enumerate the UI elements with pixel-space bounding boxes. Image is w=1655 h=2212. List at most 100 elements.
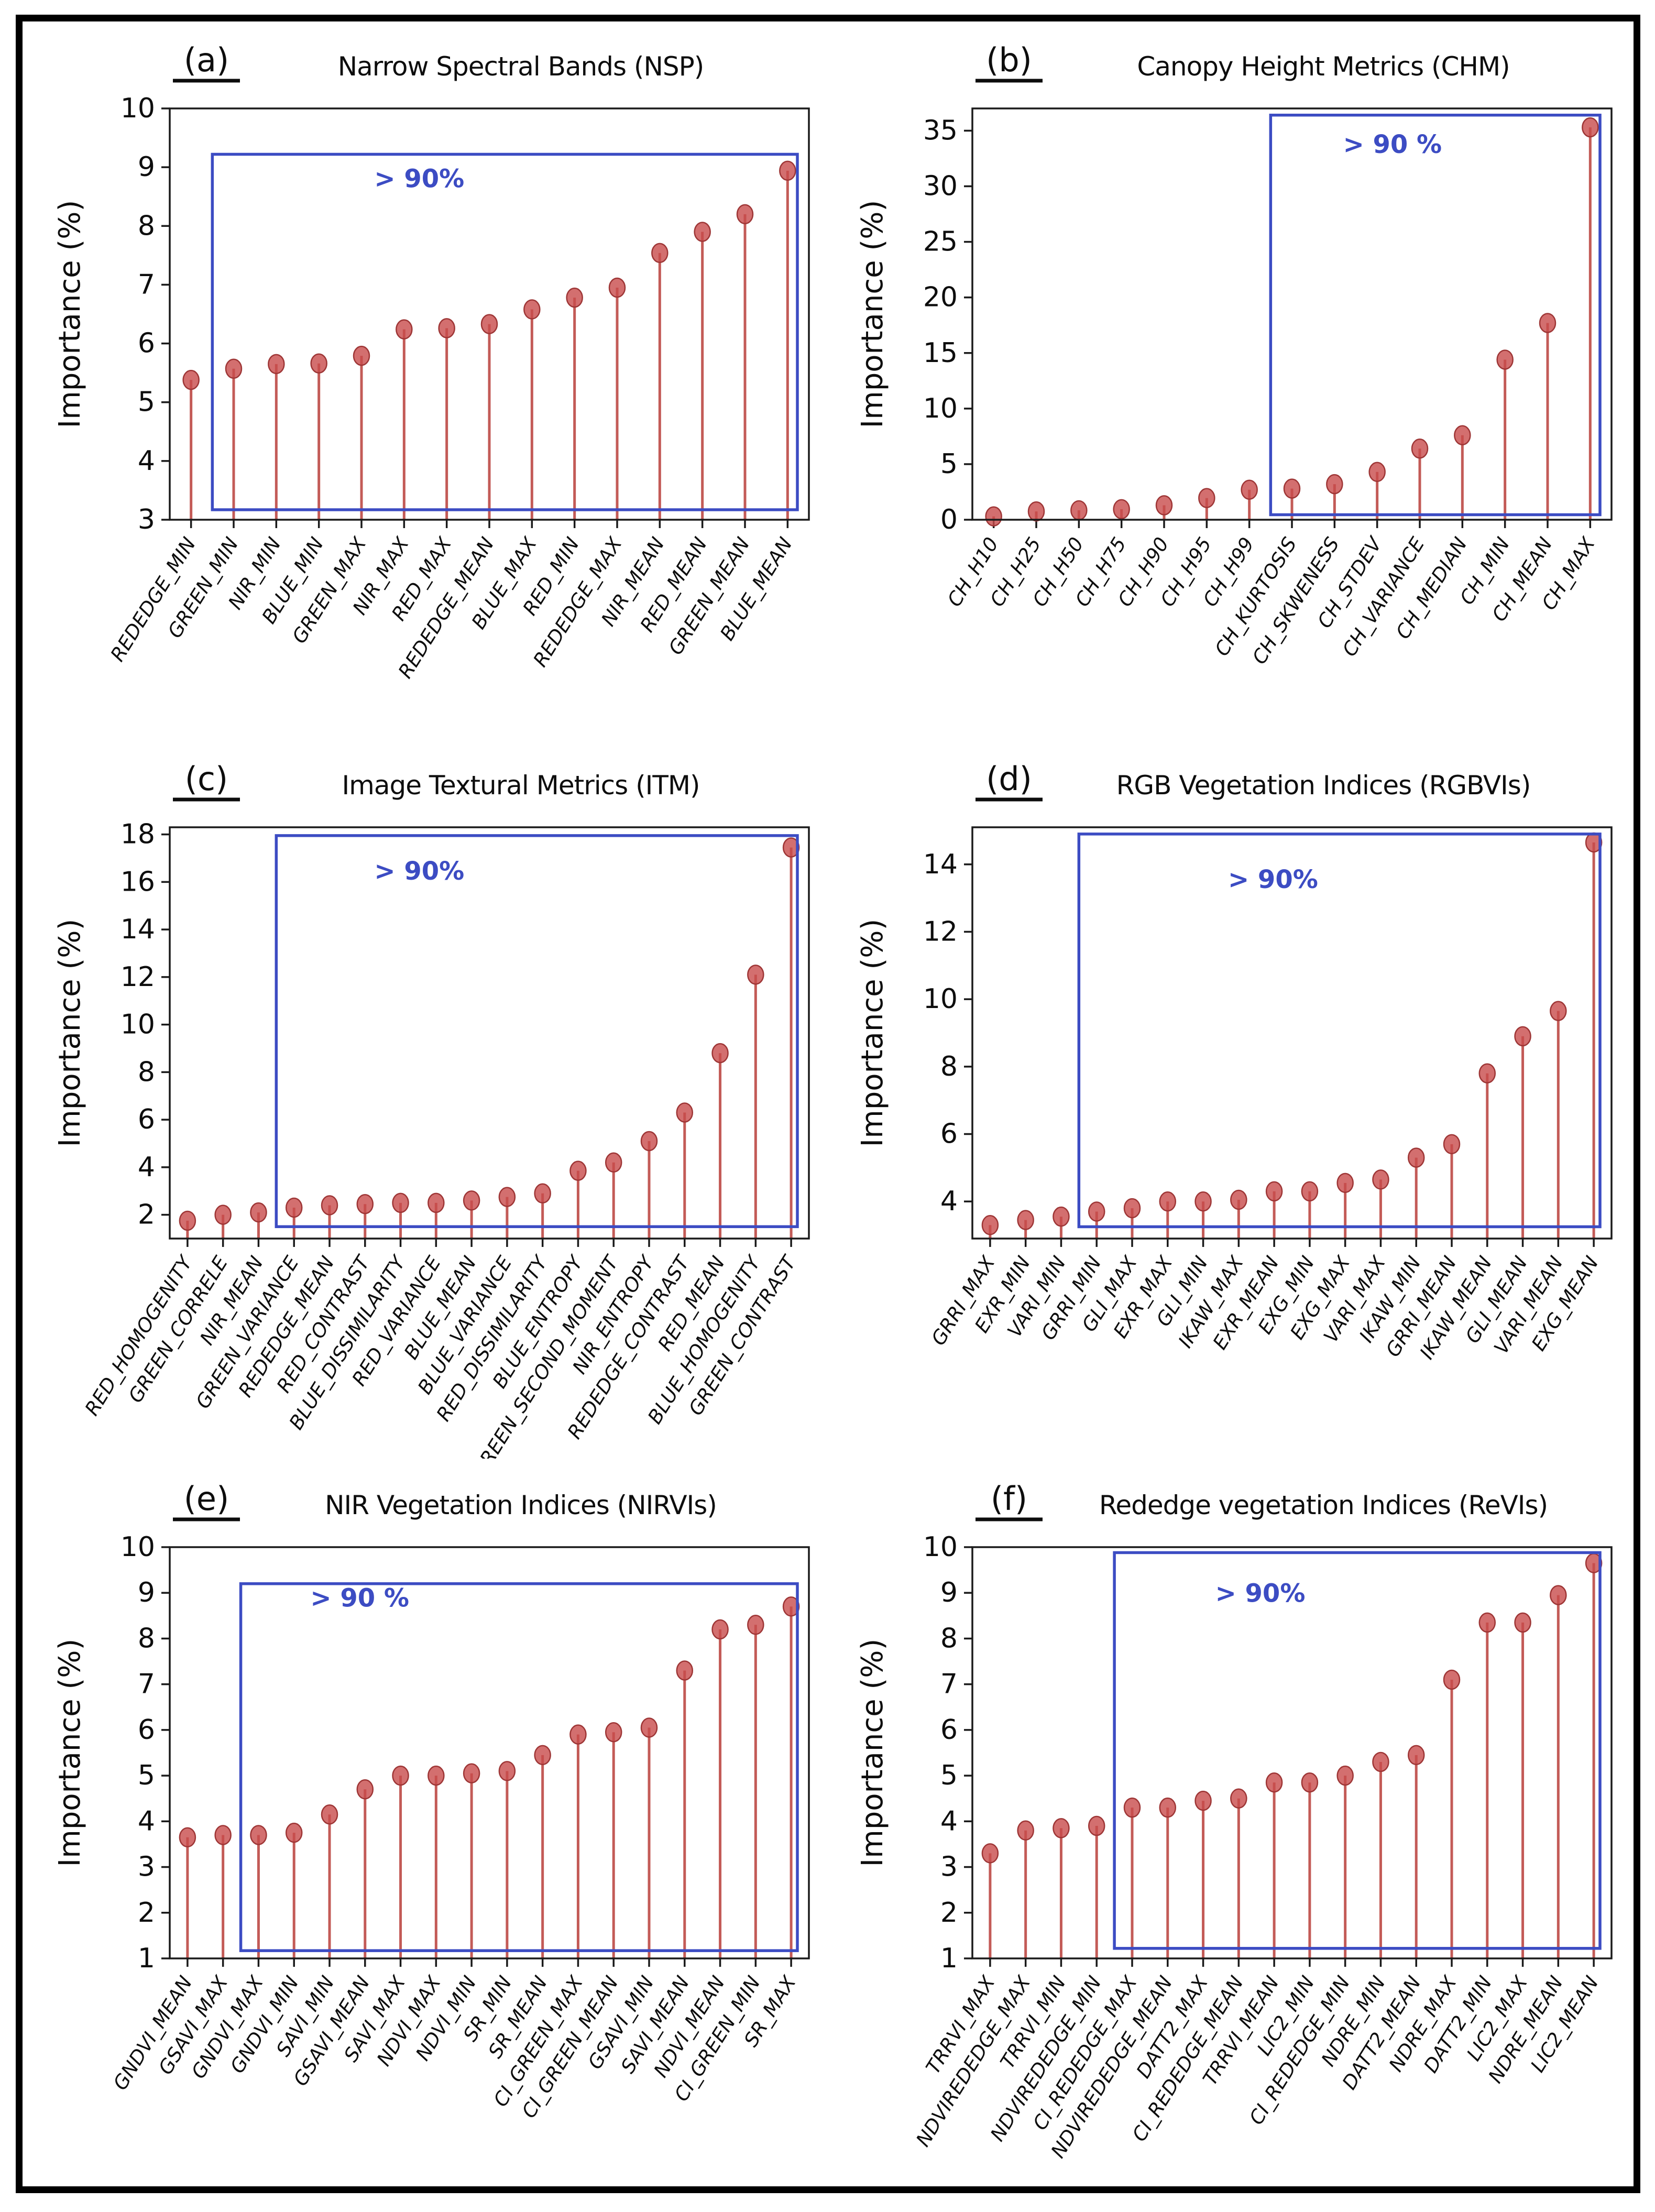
data-point [1514, 1612, 1531, 1633]
data-point [1230, 1189, 1247, 1210]
data-point [1514, 1026, 1531, 1047]
y-axis-ticks: 1 2 3 4 5 6 7 8 9 10 [120, 1531, 170, 1974]
y-tick-label: 4 [138, 1152, 155, 1183]
data-point [1301, 1772, 1319, 1793]
data-point [1336, 1173, 1354, 1193]
data-point [1301, 1181, 1319, 1202]
y-tick-label: 5 [940, 1760, 958, 1791]
data-point [179, 1210, 196, 1231]
data-point [1159, 1797, 1177, 1818]
data-point [428, 1765, 445, 1786]
y-tick-label: 2 [940, 1897, 958, 1929]
chart-nsp: (a) Narrow Spectral Bands (NSP) Importance… [53, 41, 810, 682]
data-point [356, 1193, 374, 1214]
data-point [498, 1187, 516, 1207]
stems [981, 1553, 1603, 1958]
data-point [1368, 462, 1386, 483]
y-tick-label: 4 [138, 1805, 155, 1837]
data-point [214, 1204, 232, 1225]
threshold-label: > 90% [1215, 1579, 1306, 1608]
y-tick-label: 1 [940, 1943, 958, 1974]
data-point [1123, 1198, 1141, 1219]
data-point [676, 1102, 694, 1123]
y-tick-label: 5 [138, 387, 155, 418]
y-tick-label: 25 [923, 226, 958, 258]
data-point [285, 1822, 303, 1843]
data-point [1265, 1181, 1283, 1202]
y-tick-label: 10 [120, 93, 155, 124]
data-point [182, 369, 200, 390]
data-point [1070, 500, 1088, 521]
data-point [711, 1043, 729, 1064]
y-tick-label: 7 [138, 269, 155, 300]
y-tick-label: 30 [923, 171, 958, 202]
y-tick-label: 12 [923, 916, 958, 947]
y-tick-label: 10 [923, 1531, 958, 1563]
y-tick-label: 1 [138, 1943, 155, 1974]
data-point [782, 1596, 800, 1617]
data-point [981, 1215, 999, 1235]
stems [182, 160, 796, 520]
chart-itm: (c) Image Textural Metrics (ITM) Importanc… [53, 760, 810, 1482]
y-tick-label: 8 [940, 1623, 958, 1654]
y-tick-label: 6 [138, 1714, 155, 1746]
data-point [985, 506, 1002, 527]
y-axis-label: Importance (%) [856, 919, 890, 1147]
panel-tag: (f) [991, 1480, 1027, 1518]
chart-title: Canopy Height Metrics (CHM) [1137, 51, 1509, 82]
data-point [1407, 1147, 1425, 1168]
data-point [214, 1825, 232, 1845]
data-point [1027, 501, 1045, 522]
data-point [1194, 1790, 1212, 1811]
chart-title: Narrow Spectral Bands (NSP) [338, 51, 704, 82]
data-point [569, 1160, 587, 1181]
data-point [480, 314, 498, 334]
data-point [285, 1197, 303, 1218]
data-point [651, 243, 668, 264]
data-point [250, 1825, 267, 1845]
data-point [534, 1183, 551, 1204]
data-point [605, 1152, 622, 1173]
data-point [1053, 1818, 1070, 1838]
chart-title: Rededge vegetation Indices (ReVIs) [1099, 1490, 1548, 1520]
data-point [1283, 478, 1301, 499]
data-point [1550, 1585, 1567, 1605]
data-point [438, 318, 455, 338]
y-axis-ticks: 2 4 6 8 10 12 14 16 18 [120, 819, 170, 1231]
y-axis-label: Importance (%) [53, 919, 87, 1147]
data-point [1407, 1745, 1425, 1766]
y-tick-label: 12 [120, 961, 155, 993]
x-axis-ticks: GRRI_MAXEXR_MINVARI_MINGRRI_MINGLI_MAXEX… [927, 1239, 1603, 1363]
data-point [310, 353, 327, 374]
y-tick-label: 0 [940, 504, 958, 535]
data-point [779, 160, 796, 181]
chart-revis: (f) Rededge vegetation Indices (ReVIs) Imp… [856, 1480, 1613, 2162]
x-axis-ticks: TRRVI_MAXNDVIREDEDGE_MAXTRRVI_MINNDVIRED… [912, 1958, 1603, 2162]
panel-e: (e) NIR Vegetation Indices (NIRVIs) Import… [39, 1461, 825, 2178]
y-axis-ticks: 1 2 3 4 5 6 7 8 9 10 [923, 1531, 972, 1974]
threshold-box [1113, 1551, 1602, 1950]
y-tick-label: 4 [138, 445, 155, 477]
data-point [250, 1202, 267, 1223]
y-tick-label: 3 [138, 504, 155, 535]
data-point [1411, 438, 1429, 459]
y-tick-label: 7 [940, 1669, 958, 1700]
data-point [1372, 1169, 1389, 1190]
threshold-box [1077, 833, 1602, 1229]
panel-tag: (e) [184, 1480, 229, 1518]
data-point [608, 277, 626, 298]
chart-title: Image Textural Metrics (ITM) [342, 770, 699, 801]
data-point [356, 1779, 374, 1800]
data-point [569, 1724, 587, 1745]
panel-tag: (d) [986, 760, 1032, 798]
y-tick-label: 18 [120, 819, 155, 850]
plot-border [971, 826, 1613, 1240]
y-tick-label: 4 [940, 1186, 958, 1217]
y-tick-label: 14 [923, 849, 958, 880]
data-point [463, 1190, 480, 1211]
y-tick-label: 2 [138, 1897, 155, 1929]
panel-b: (b) Canopy Height Metrics (CHM) Importance… [841, 22, 1627, 740]
plot-border [971, 107, 1613, 521]
data-point [428, 1192, 445, 1213]
y-tick-label: 9 [138, 151, 155, 183]
